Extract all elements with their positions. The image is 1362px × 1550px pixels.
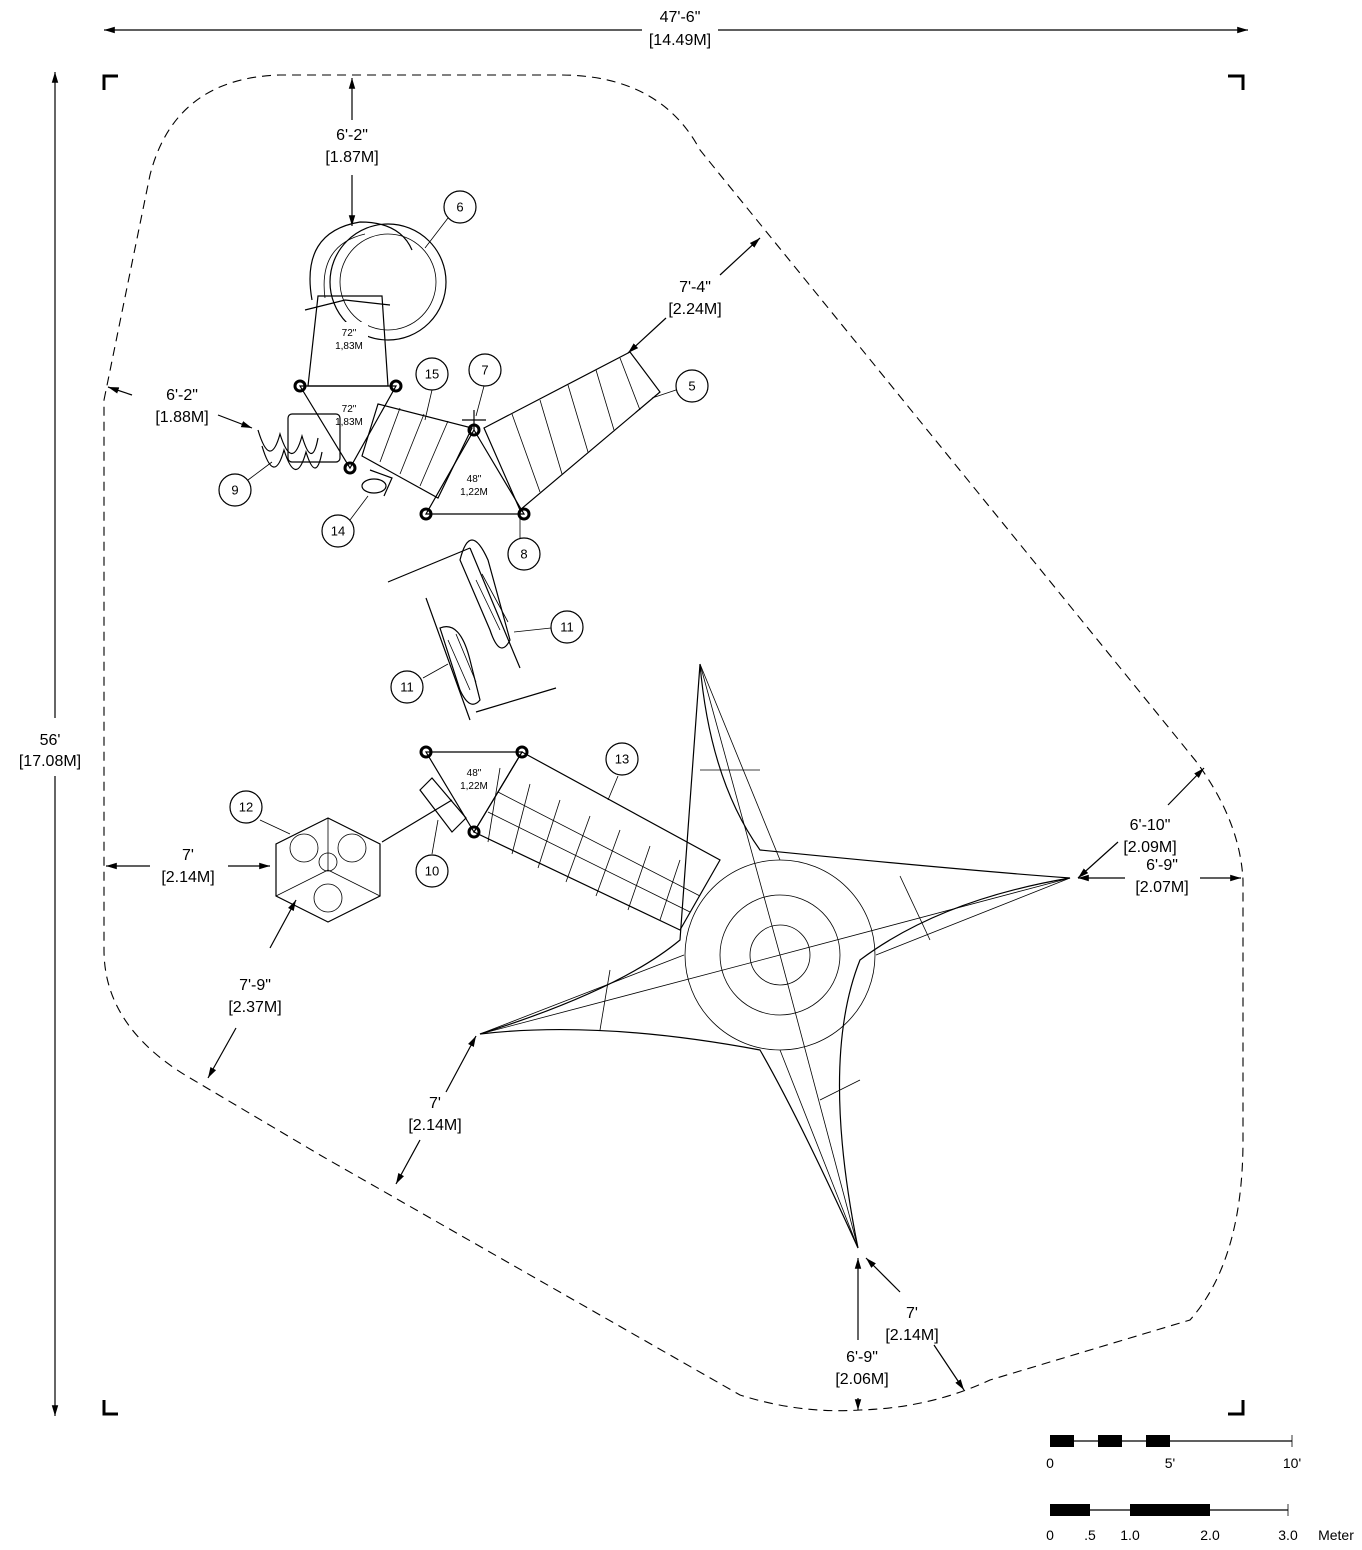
dim-label-ft: 6'-9" bbox=[846, 1349, 878, 1366]
dim-label-ft: 7'-4" bbox=[679, 279, 711, 296]
callout-number: 13 bbox=[615, 752, 629, 767]
callout-5: 5 bbox=[651, 369, 709, 403]
dim-label-ft: 7'-9" bbox=[239, 977, 271, 994]
telescope-14 bbox=[361, 469, 393, 497]
callout-number: 8 bbox=[520, 547, 527, 562]
dimension-net-right-diagonal: 6'-10" [2.09M] bbox=[1077, 767, 1205, 879]
scale-feet-label: 10' bbox=[1283, 1455, 1301, 1471]
dim-label-ft: 7' bbox=[429, 1095, 441, 1112]
dim-label-m: [2.06M] bbox=[835, 1371, 888, 1388]
climber-9 bbox=[257, 413, 341, 471]
scale-feet-label: 5' bbox=[1165, 1455, 1175, 1471]
callout-8: 8 bbox=[507, 518, 541, 571]
scale-meter-label: 0 bbox=[1046, 1527, 1054, 1543]
callout-number: 15 bbox=[425, 367, 439, 382]
overall-height-ft: 56' bbox=[40, 732, 61, 749]
callout-number: 5 bbox=[688, 379, 695, 394]
dimension-net-bottom-vertical: 6'-9" [2.06M] bbox=[835, 1258, 889, 1410]
callout-number: 10 bbox=[425, 864, 439, 879]
callout-14: 14 bbox=[321, 495, 369, 548]
dim-label-m: [2.24M] bbox=[668, 301, 721, 318]
spiral-slide bbox=[304, 221, 447, 341]
corner-marks bbox=[102, 74, 1245, 1416]
dimension-left-upper: 6'-2" [1.88M] bbox=[107, 386, 253, 429]
callout-12: 12 bbox=[229, 790, 291, 835]
use-zone-boundary bbox=[103, 74, 1244, 1412]
upper-deck-72: 72" 1,83M bbox=[307, 295, 389, 387]
deck-height-in: 72" bbox=[342, 404, 357, 415]
deck-height-in: 72" bbox=[342, 328, 357, 339]
dimension-top-clearance: 6'-2" [1.87M] bbox=[325, 78, 379, 226]
dim-label-m: [1.87M] bbox=[325, 149, 378, 166]
deck-height-in: 48" bbox=[467, 768, 482, 779]
rocker-11-upper bbox=[387, 539, 521, 669]
callout-13: 13 bbox=[605, 742, 639, 801]
scale-meter-unit: Meter bbox=[1318, 1527, 1354, 1543]
scale-bar-feet: 0 5' 10' bbox=[1046, 1435, 1301, 1471]
scale-feet-label: 0 bbox=[1046, 1455, 1054, 1471]
callout-15: 15 bbox=[415, 357, 449, 421]
dimension-left-lower: 7' [2.14M] bbox=[106, 847, 270, 886]
rocker-11-lower bbox=[425, 597, 557, 721]
callout-11-right: 11 bbox=[513, 610, 584, 644]
dimension-net-right-horizontal: 6'-9" [2.07M] bbox=[1078, 857, 1241, 896]
callout-10: 10 bbox=[415, 819, 449, 888]
cube-climber-12 bbox=[275, 817, 381, 923]
dim-label-m: [2.07M] bbox=[1135, 879, 1188, 896]
deck-height-m: 1,83M bbox=[335, 417, 363, 428]
dimension-net-lower-left: 7' [2.14M] bbox=[395, 1035, 477, 1185]
scale-meter-label: 3.0 bbox=[1278, 1527, 1298, 1543]
triangle-deck-72: 72" 1,83M bbox=[293, 379, 403, 475]
callout-number: 7 bbox=[481, 363, 488, 378]
dim-label-m: [2.14M] bbox=[885, 1327, 938, 1344]
callout-number: 6 bbox=[456, 200, 463, 215]
overall-width-ft: 47'-6" bbox=[660, 9, 701, 26]
star-net-climber bbox=[479, 663, 1071, 1249]
callout-7: 7 bbox=[468, 353, 502, 417]
overall-width-m: [14.49M] bbox=[649, 32, 711, 49]
scale-meter-label: .5 bbox=[1084, 1527, 1096, 1543]
dim-label-m: [2.14M] bbox=[161, 869, 214, 886]
callout-number: 11 bbox=[400, 680, 414, 695]
net-tunnel-13 bbox=[473, 751, 721, 931]
dim-label-ft: 7' bbox=[906, 1305, 918, 1322]
steering-wheel-7 bbox=[462, 410, 486, 430]
dimension-net-bottom-diagonal: 7' [2.14M] bbox=[865, 1257, 965, 1391]
overall-width-dimension: 47'-6" [14.49M] bbox=[104, 9, 1248, 49]
deck-height-m: 1,22M bbox=[460, 781, 488, 792]
dim-label-m: [2.14M] bbox=[408, 1117, 461, 1134]
triangle-deck-48-lower: 48" 1,22M bbox=[419, 745, 529, 839]
deck-height-m: 1,22M bbox=[460, 487, 488, 498]
dim-label-ft: 6'-10" bbox=[1130, 817, 1171, 834]
callout-9: 9 bbox=[218, 461, 273, 507]
triangle-deck-48-upper: 48" 1,22M bbox=[419, 423, 531, 521]
bridge-15 bbox=[361, 403, 473, 499]
deck-height-m: 1,83M bbox=[335, 341, 363, 352]
dimension-cube-clearance: 7'-9" [2.37M] bbox=[207, 899, 297, 1079]
callout-11-left: 11 bbox=[390, 663, 449, 704]
callout-number: 12 bbox=[239, 800, 253, 815]
scale-meter-label: 1.0 bbox=[1120, 1527, 1140, 1543]
dim-label-m: [2.09M] bbox=[1123, 839, 1176, 856]
dimension-slide-clearance: 7'-4" [2.24M] bbox=[627, 237, 761, 354]
overall-height-dimension: 56' [17.08M] bbox=[19, 72, 81, 1416]
dim-label-ft: 7' bbox=[182, 847, 194, 864]
dim-label-m: [2.37M] bbox=[228, 999, 281, 1016]
dim-label-m: [1.88M] bbox=[155, 409, 208, 426]
scale-meter-label: 2.0 bbox=[1200, 1527, 1220, 1543]
dim-label-ft: 6'-2" bbox=[336, 127, 368, 144]
callout-number: 11 bbox=[560, 620, 574, 635]
deck-height-in: 48" bbox=[467, 474, 482, 485]
callout-6: 6 bbox=[424, 190, 477, 249]
scale-bar-meter: 0 .5 1.0 2.0 3.0 Meter bbox=[1046, 1504, 1354, 1543]
callout-number: 9 bbox=[231, 483, 238, 498]
dim-label-ft: 6'-2" bbox=[166, 387, 198, 404]
slide-5 bbox=[483, 351, 661, 511]
overall-height-m: [17.08M] bbox=[19, 753, 81, 770]
walkway-10 bbox=[381, 777, 467, 843]
callout-number: 14 bbox=[331, 524, 345, 539]
dim-label-ft: 6'-9" bbox=[1146, 857, 1178, 874]
